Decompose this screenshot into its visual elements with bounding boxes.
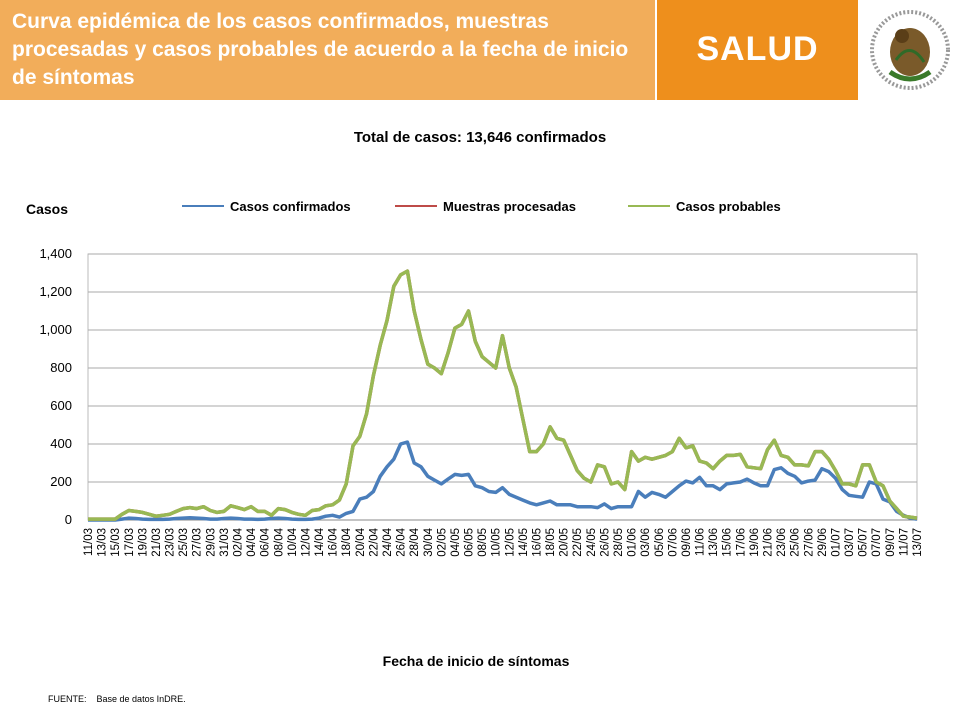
emblem-art xyxy=(870,10,950,90)
x-tick-label: 09/07 xyxy=(885,528,897,557)
x-tick-label: 01/06 xyxy=(627,528,639,557)
x-tick-label: 28/05 xyxy=(613,528,625,557)
x-tick-label: 03/06 xyxy=(640,528,652,557)
x-tick-label: 10/04 xyxy=(287,527,299,556)
y-axis-title: Casos xyxy=(26,201,68,217)
x-tick-label: 01/07 xyxy=(830,528,842,557)
x-tick-label: 24/05 xyxy=(586,528,598,557)
x-tick-label: 07/06 xyxy=(667,528,679,557)
y-tick-label: 800 xyxy=(50,360,72,375)
x-tick-label: 14/04 xyxy=(314,527,326,556)
brand-box: SALUD xyxy=(657,0,858,100)
series-line xyxy=(88,440,918,522)
x-tick-label: 15/06 xyxy=(722,528,734,557)
x-tick-label: 22/04 xyxy=(368,527,380,556)
footer: FUENTE: Base de datos InDRE. xyxy=(48,694,186,704)
series-line xyxy=(88,269,918,521)
x-tick-label: 08/05 xyxy=(477,528,489,557)
x-axis-title: Fecha de inicio de síntomas xyxy=(383,653,570,669)
emblem xyxy=(860,0,960,100)
header: Curva epidémica de los casos confirmados… xyxy=(0,0,655,100)
x-tick-label: 18/04 xyxy=(341,527,353,556)
chart: Total de casos: 13,646 confirmados Casos… xyxy=(26,129,924,669)
x-tick-label: 26/05 xyxy=(599,528,611,557)
y-tick-label: 1,200 xyxy=(39,284,72,299)
x-tick-label: 16/04 xyxy=(328,527,340,556)
x-tick-label: 12/04 xyxy=(300,527,312,556)
x-tick-label: 27/03 xyxy=(192,528,204,557)
header-title: Curva epidémica de los casos confirmados… xyxy=(12,10,629,89)
x-tick-label: 20/04 xyxy=(355,527,367,556)
x-tick-label: 09/06 xyxy=(681,528,693,557)
y-tick-label: 1,400 xyxy=(39,246,72,261)
x-tick-label: 08/04 xyxy=(273,527,285,556)
x-tick-label: 25/03 xyxy=(178,528,190,557)
y-tick-label: 400 xyxy=(50,436,72,451)
y-tick-label: 600 xyxy=(50,398,72,413)
x-tick-label: 11/06 xyxy=(695,528,707,556)
x-tick-label: 17/06 xyxy=(735,528,747,557)
brand: SALUD xyxy=(696,30,819,68)
x-tick-label: 29/06 xyxy=(817,528,829,557)
legend-label: Casos probables xyxy=(676,199,781,214)
x-tick-label: 20/05 xyxy=(559,528,571,557)
legend-label: Muestras procesadas xyxy=(443,199,576,214)
x-tick-label: 21/03 xyxy=(151,528,163,557)
x-tick-label: 28/04 xyxy=(409,527,421,556)
x-tick-label: 19/03 xyxy=(137,528,149,557)
x-tick-label: 16/05 xyxy=(531,528,543,557)
x-tick-label: 24/04 xyxy=(382,527,394,556)
x-tick-label: 23/03 xyxy=(165,528,177,557)
x-tick-label: 21/06 xyxy=(763,528,775,557)
x-tick-label: 13/06 xyxy=(708,528,720,557)
x-tick-label: 26/04 xyxy=(396,527,408,556)
x-tick-label: 18/05 xyxy=(545,528,557,557)
x-tick-label: 15/03 xyxy=(110,528,122,557)
y-tick-label: 0 xyxy=(65,512,72,527)
x-tick-label: 14/05 xyxy=(518,528,530,557)
x-tick-label: 25/06 xyxy=(790,528,802,557)
x-tick-label: 06/04 xyxy=(260,527,272,556)
x-tick-label: 30/04 xyxy=(423,527,435,556)
x-tick-label: 03/07 xyxy=(844,528,856,557)
chart-title: Total de casos: 13,646 confirmados xyxy=(354,129,606,146)
x-tick-label: 05/07 xyxy=(858,528,870,557)
x-tick-label: 13/07 xyxy=(912,528,924,557)
legend-label: Casos confirmados xyxy=(230,199,351,214)
source: Base de datos InDRE. xyxy=(96,694,186,704)
x-tick-label: 04/04 xyxy=(246,527,258,556)
x-tick-label: 11/03 xyxy=(83,528,95,556)
y-tick-label: 200 xyxy=(50,474,72,489)
x-tick-label: 02/05 xyxy=(436,528,448,557)
x-tick-label: 17/03 xyxy=(124,528,136,557)
x-tick-label: 05/06 xyxy=(654,528,666,557)
x-tick-label: 31/03 xyxy=(219,528,231,557)
x-tick-label: 11/07 xyxy=(898,528,910,556)
x-tick-label: 10/05 xyxy=(491,528,503,557)
x-tick-label: 19/06 xyxy=(749,528,761,557)
source-label: FUENTE: xyxy=(48,694,87,704)
x-tick-label: 12/05 xyxy=(504,528,516,557)
x-tick-label: 29/03 xyxy=(205,528,217,557)
x-tick-label: 02/04 xyxy=(232,527,244,556)
y-tick-label: 1,000 xyxy=(39,322,72,337)
plot-area xyxy=(87,253,918,521)
x-tick-label: 22/05 xyxy=(572,528,584,557)
x-tick-label: 04/05 xyxy=(450,528,462,557)
x-tick-label: 23/06 xyxy=(776,528,788,557)
x-tick-label: 13/03 xyxy=(97,528,109,557)
x-tick-label: 27/06 xyxy=(803,528,815,557)
x-tick-label: 06/05 xyxy=(464,528,476,557)
x-tick-label: 07/07 xyxy=(871,528,883,557)
